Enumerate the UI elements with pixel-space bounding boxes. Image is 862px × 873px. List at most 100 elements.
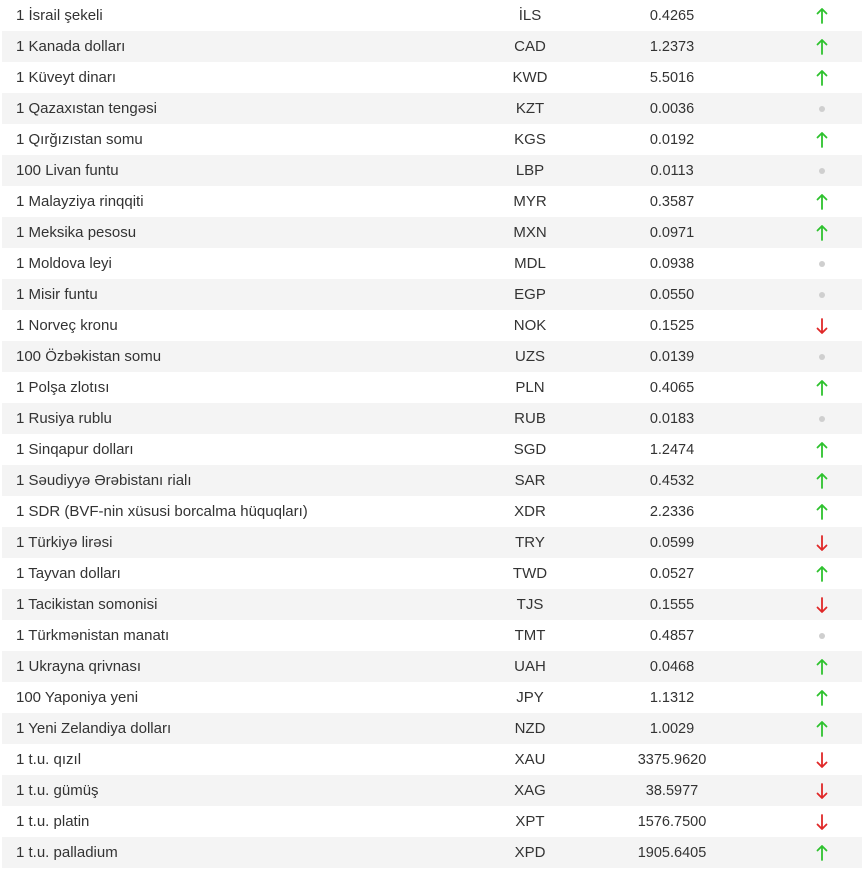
trend-cell	[770, 155, 862, 186]
currency-code: MXN	[486, 217, 574, 248]
currency-row: 1 t.u. qızıl XAU 3375.9620	[2, 744, 862, 775]
exchange-rate: 0.4532	[574, 465, 770, 496]
currency-row: 1 Sinqapur dolları SGD 1.2474	[2, 434, 862, 465]
currency-name: 1 Ukrayna qrivnası	[2, 651, 486, 682]
exchange-rate: 0.4065	[649, 379, 695, 396]
currency-name: 1 Sinqapur dolları	[16, 441, 134, 458]
exchange-rate: 3375.9620	[637, 751, 707, 768]
arrow-up-icon	[812, 440, 832, 460]
currency-name: 1 Tayvan dolları	[16, 565, 121, 582]
exchange-rate: 0.0139	[574, 341, 770, 372]
arrow-up-icon	[812, 192, 832, 212]
currency-row: 1 t.u. platin XPT 1576.7500	[2, 806, 862, 837]
arrow-up-icon	[812, 130, 832, 150]
currency-row: 1 SDR (BVF-nin xüsusi borcalma hüquqları…	[2, 496, 862, 527]
currency-code: EGP	[486, 279, 574, 310]
currency-row: 1 Norveç kronu NOK 0.1525	[2, 310, 862, 341]
currency-code: KGS	[514, 131, 546, 148]
trend-cell	[770, 217, 862, 248]
arrow-down-icon	[812, 316, 832, 336]
trend-cell	[770, 279, 862, 310]
arrow-down-icon	[812, 533, 832, 553]
trend-cell	[770, 589, 862, 620]
trend-cell	[770, 93, 862, 124]
currency-name: 1 t.u. gümüş	[2, 775, 486, 806]
currency-name: 1 Rusiya rublu	[2, 403, 486, 434]
currency-name: 1 Yeni Zelandiya dolları	[2, 713, 486, 744]
exchange-rate: 0.3587	[649, 193, 695, 210]
trend-cell	[770, 465, 862, 496]
currency-row: 1 Misir funtu EGP 0.0550	[2, 279, 862, 310]
currency-code: XDR	[514, 503, 546, 520]
currency-code: TRY	[486, 527, 574, 558]
exchange-rate: 0.0183	[574, 403, 770, 434]
currency-row: 1 Tacikistan somonisi TJS 0.1555	[2, 589, 862, 620]
exchange-rate: 0.1555	[574, 589, 770, 620]
currency-name: 1 t.u. qızıl	[16, 751, 82, 768]
currency-row: 1 Meksika pesosu MXN 0.0971	[2, 217, 862, 248]
currency-code: MYR	[513, 193, 547, 210]
exchange-rate: 0.0550	[574, 279, 770, 310]
exchange-rate: 0.0192	[649, 131, 695, 148]
arrow-down-icon	[812, 750, 832, 770]
exchange-rate: 0.0599	[574, 527, 770, 558]
exchange-rate: 0.0971	[574, 217, 770, 248]
trend-cell	[770, 124, 862, 155]
dot-icon	[812, 161, 832, 181]
exchange-rate: 0.0527	[649, 565, 695, 582]
currency-code: MDL	[514, 255, 546, 272]
exchange-rate: 0.4857	[649, 627, 695, 644]
currency-row: 1 Ukrayna qrivnası UAH 0.0468	[2, 651, 862, 682]
currency-code: TWD	[512, 565, 548, 582]
currency-code: RUB	[486, 403, 574, 434]
currency-row: 1 Türkiyə lirəsi TRY 0.0599	[2, 527, 862, 558]
trend-cell	[770, 403, 862, 434]
currency-row: 1 Kanada dolları CAD 1.2373	[2, 31, 862, 62]
currency-name: 1 Türkmənistan manatı	[16, 627, 170, 644]
trend-cell	[770, 62, 862, 93]
trend-cell	[770, 775, 862, 806]
exchange-rate: 1.0029	[574, 713, 770, 744]
trend-cell	[770, 651, 862, 682]
currency-code: PLN	[515, 379, 545, 396]
trend-cell	[770, 744, 862, 775]
currency-name: 1 Polşa zlotısı	[16, 379, 110, 396]
trend-cell	[770, 31, 862, 62]
trend-cell	[770, 620, 862, 651]
trend-cell	[770, 341, 862, 372]
currency-name: 1 t.u. platin	[16, 813, 90, 830]
trend-cell	[770, 527, 862, 558]
currency-row: 1 t.u. gümüş XAG 38.5977	[2, 775, 862, 806]
currency-row: 1 Yeni Zelandiya dolları NZD 1.0029	[2, 713, 862, 744]
dot-icon	[812, 285, 832, 305]
arrow-down-icon	[812, 595, 832, 615]
currency-row: 1 Küveyt dinarı KWD 5.5016	[2, 62, 862, 93]
currency-name: 1 Qazaxıstan tengəsi	[2, 93, 486, 124]
currency-code: XPT	[515, 813, 545, 830]
dot-icon	[812, 626, 832, 646]
exchange-rate: 2.2336	[649, 503, 695, 520]
currency-row: 1 Malayziya rinqqiti MYR 0.3587	[2, 186, 862, 217]
exchange-rate: 0.0468	[574, 651, 770, 682]
currency-code: JPY	[516, 689, 544, 706]
trend-cell	[770, 372, 862, 403]
exchange-rate: 1905.6405	[574, 837, 770, 868]
exchange-rate: 1576.7500	[637, 813, 707, 830]
trend-cell	[770, 837, 862, 868]
arrow-up-icon	[812, 378, 832, 398]
trend-cell	[770, 0, 862, 31]
arrow-up-icon	[812, 223, 832, 243]
exchange-rate: 1.1312	[649, 689, 695, 706]
currency-code: KZT	[486, 93, 574, 124]
exchange-rate: 0.0036	[574, 93, 770, 124]
currency-code: SGD	[513, 441, 547, 458]
exchange-rate: 1.2373	[574, 31, 770, 62]
trend-cell	[770, 713, 862, 744]
currency-code: XAG	[486, 775, 574, 806]
currency-row: 100 Livan funtu LBP 0.0113	[2, 155, 862, 186]
currency-code: UAH	[486, 651, 574, 682]
exchange-rate: 38.5977	[574, 775, 770, 806]
currency-row: 1 Qazaxıstan tengəsi KZT 0.0036	[2, 93, 862, 124]
exchange-rate: 0.0113	[574, 155, 770, 186]
arrow-down-icon	[812, 812, 832, 832]
